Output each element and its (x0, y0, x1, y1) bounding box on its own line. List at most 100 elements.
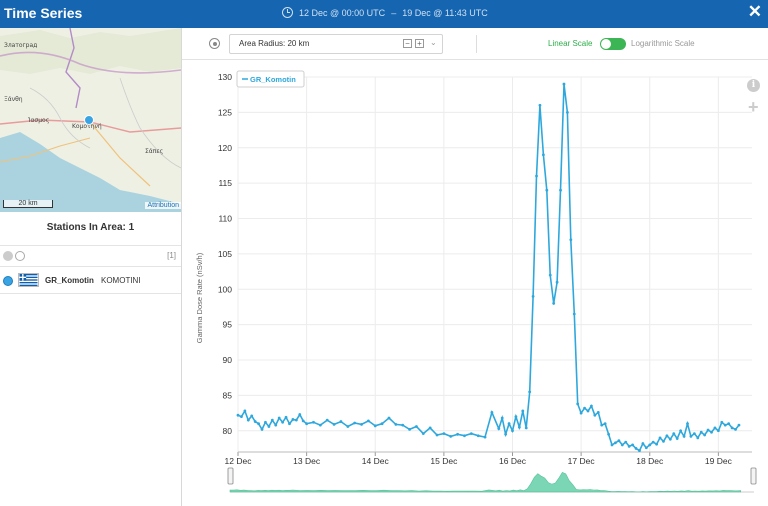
y-tick-label: 110 (218, 214, 232, 224)
time-range: 12 Dec @ 00:00 UTC – 19 Dec @ 11:43 UTC (282, 7, 488, 18)
data-point (586, 409, 590, 413)
data-point (699, 430, 703, 434)
data-point (504, 432, 508, 436)
data-point (298, 413, 302, 416)
clock-icon (282, 7, 293, 18)
radius-decrease-button[interactable]: − (403, 39, 412, 48)
data-point (240, 415, 243, 419)
plus-icon[interactable]: + (748, 97, 759, 117)
data-point (528, 390, 532, 394)
y-tick-label: 105 (218, 249, 232, 259)
navigator-handle[interactable] (227, 467, 234, 485)
data-point (243, 409, 247, 413)
select-none-toggle[interactable] (15, 251, 25, 261)
data-point (497, 427, 501, 431)
data-point (332, 423, 336, 426)
target-icon[interactable] (209, 38, 220, 49)
toolbar-divider (476, 35, 477, 53)
y-tick-label: 85 (223, 390, 233, 400)
y-tick-label: 95 (223, 320, 233, 330)
radius-increase-button[interactable]: + (415, 39, 424, 48)
station-row[interactable]: GR_Komotin KOMOTINI (0, 268, 181, 294)
data-point (720, 420, 724, 424)
data-point (552, 302, 556, 305)
data-point (281, 420, 285, 424)
data-point (483, 435, 487, 439)
data-point (408, 427, 411, 431)
data-point (469, 432, 473, 436)
data-point (627, 444, 631, 448)
data-point (277, 416, 281, 420)
close-icon[interactable]: ✕ (747, 2, 762, 21)
data-point (521, 409, 525, 413)
data-point (514, 415, 518, 419)
x-tick-label: 18 Dec (636, 456, 664, 466)
data-point (535, 174, 538, 178)
window-title: Time Series (4, 5, 83, 21)
data-point (662, 439, 665, 443)
data-point (257, 422, 260, 426)
data-point (415, 425, 418, 428)
data-point (267, 425, 271, 428)
range-start: 12 Dec @ 00:00 UTC (299, 7, 386, 18)
y-axis-label: Gamma Dose Rate (nSv/h) (195, 252, 204, 343)
time-series-chart[interactable]: 80 85 90 95 100 105 110 115 120 125 130 12 Dec 13 D… (182, 60, 768, 506)
data-point (607, 432, 610, 436)
legend-entry: GR_Komotin (250, 75, 296, 84)
select-all-toggle[interactable] (3, 251, 13, 261)
x-tick-label: 19 Dec (705, 456, 733, 466)
data-point (730, 426, 734, 430)
data-point (682, 435, 686, 438)
data-point (596, 410, 600, 414)
scale-toggle[interactable] (600, 38, 626, 50)
range-end: 19 Dec @ 11:43 UTC (402, 7, 488, 18)
data-point (569, 238, 573, 242)
area-radius-select[interactable]: Area Radius: 20 km − + ⌄ (229, 34, 443, 54)
data-point (651, 440, 655, 444)
y-tick-label: 125 (218, 107, 232, 117)
stations-title: Stations In Area: 1 (46, 222, 135, 233)
chevron-down-icon[interactable]: ⌄ (430, 38, 437, 47)
data-point (517, 425, 521, 429)
data-point (387, 416, 391, 420)
data-point (579, 411, 583, 415)
map-label: Златоград (4, 42, 38, 49)
data-point (620, 443, 624, 447)
station-select-radio[interactable] (3, 276, 13, 286)
data-point (449, 435, 453, 438)
data-point (264, 420, 267, 424)
data-point (270, 418, 274, 422)
data-point (603, 422, 607, 426)
flag-greece-icon (18, 273, 39, 287)
map-scale: 20 km (3, 200, 53, 208)
station-map[interactable]: Златоград Ξάνθη Κομοτηνή Ίασμος Σάπες 20… (0, 28, 181, 212)
data-point (288, 422, 291, 426)
y-tick-label: 115 (218, 178, 232, 188)
range-separator: – (391, 7, 397, 18)
data-point (301, 419, 305, 423)
chart-canvas: 80 85 90 95 100 105 110 115 120 125 130 12 Dec 13 D… (195, 70, 757, 493)
data-point (713, 426, 717, 430)
data-point (531, 294, 535, 298)
data-point (541, 153, 545, 157)
data-point (706, 428, 710, 432)
data-point (500, 416, 504, 420)
legend[interactable]: GR_Komotin (236, 70, 305, 88)
sidebar: Златоград Ξάνθη Κομοτηνή Ίασμος Σάπες 20… (0, 28, 182, 506)
data-point (562, 82, 566, 86)
navigator-handle[interactable] (750, 467, 757, 485)
data-point (590, 404, 593, 408)
data-point (456, 432, 459, 436)
data-point (490, 410, 494, 414)
data-point (734, 427, 737, 431)
data-point (360, 423, 363, 426)
station-marker[interactable] (84, 115, 94, 125)
map-label: Ξάνθη (4, 96, 23, 103)
info-icon[interactable]: i (747, 79, 760, 92)
navigator[interactable] (227, 467, 757, 493)
data-point (668, 437, 672, 441)
x-tick-label: 14 Dec (362, 456, 390, 466)
attribution-link[interactable]: Attribution (145, 202, 181, 209)
chart-toolbar: Area Radius: 20 km − + ⌄ Linear Scale Lo… (182, 28, 768, 60)
data-point (284, 415, 288, 419)
